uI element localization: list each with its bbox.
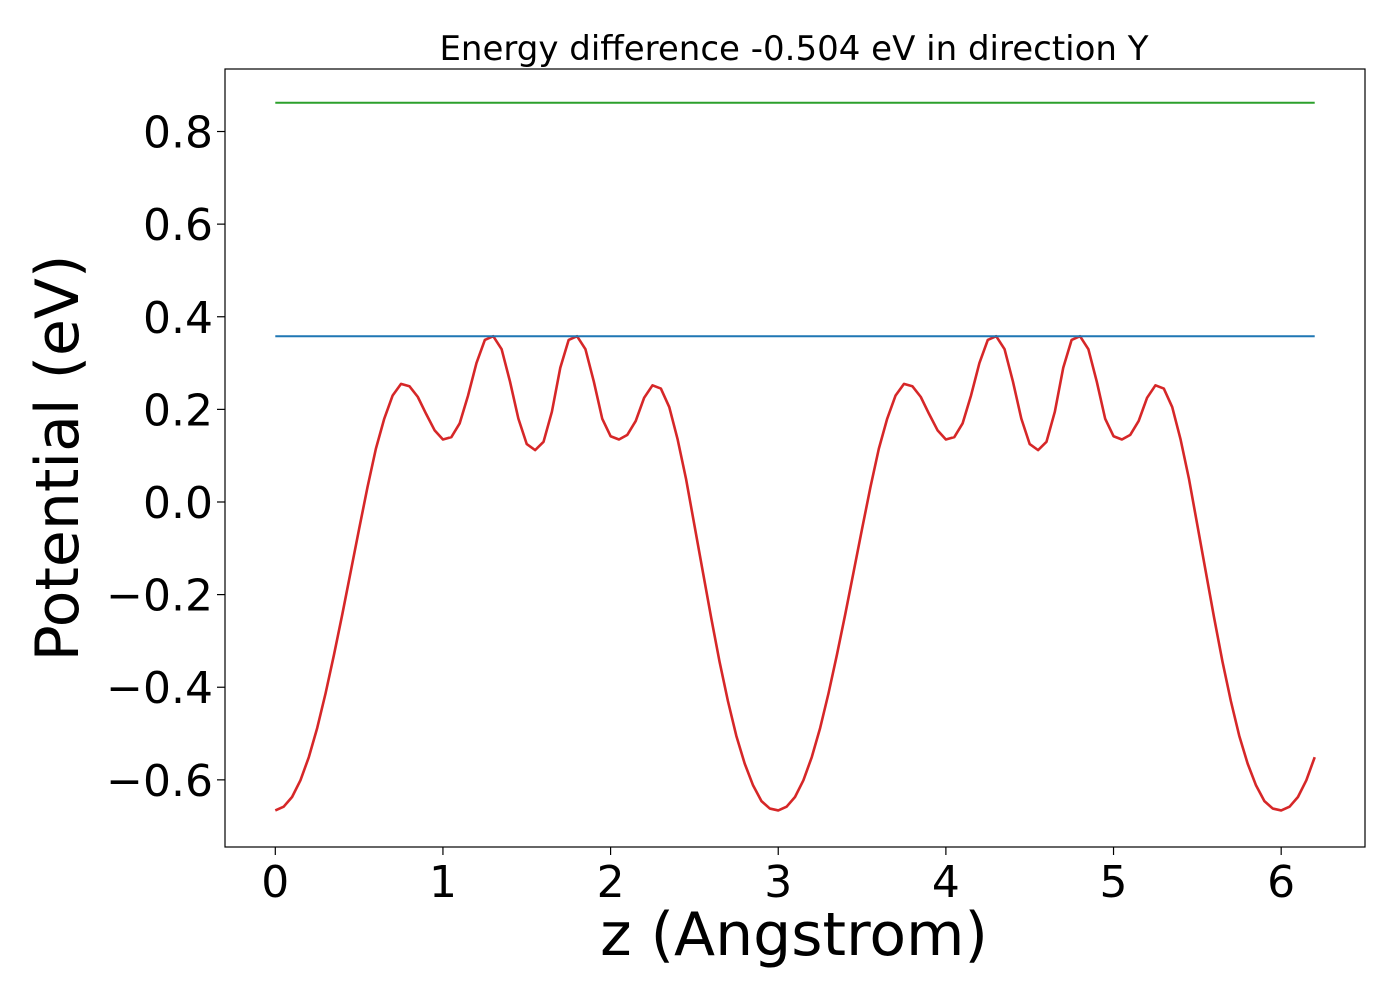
x-tick-label: 6: [1267, 857, 1295, 908]
x-tick-label: 2: [597, 857, 625, 908]
plot-frame: [224, 68, 1366, 848]
y-tick-label: 0.6: [143, 200, 213, 251]
y-tick-label: 0.8: [143, 108, 213, 159]
x-axis-ticks: 0 1 2 3 4 5 6: [261, 847, 1295, 908]
series-layer: [274, 101, 1316, 812]
y-tick-label: −0.6: [106, 756, 213, 807]
x-tick-label: 1: [429, 857, 457, 908]
y-tick-label: 0.0: [143, 478, 213, 529]
x-tick-label: 3: [764, 857, 792, 908]
y-axis-ticks: −0.6 −0.4 −0.2 0.0 0.2 0.4 0.6 0.8: [106, 108, 225, 807]
x-axis-label: z (Angstrom): [600, 900, 988, 970]
x-tick-label: 0: [261, 857, 289, 908]
x-tick-label: 5: [1100, 857, 1128, 908]
y-tick-label: −0.4: [106, 663, 213, 714]
x-tick-label: 4: [932, 857, 960, 908]
series-line-potential: [274, 334, 1316, 812]
y-axis-label: Potential (eV): [23, 255, 93, 662]
y-tick-label: 0.4: [143, 293, 213, 344]
y-tick-label: −0.2: [106, 571, 213, 622]
chart-title: Energy difference -0.504 eV in direction…: [439, 29, 1148, 69]
y-tick-label: 0.2: [143, 385, 213, 436]
